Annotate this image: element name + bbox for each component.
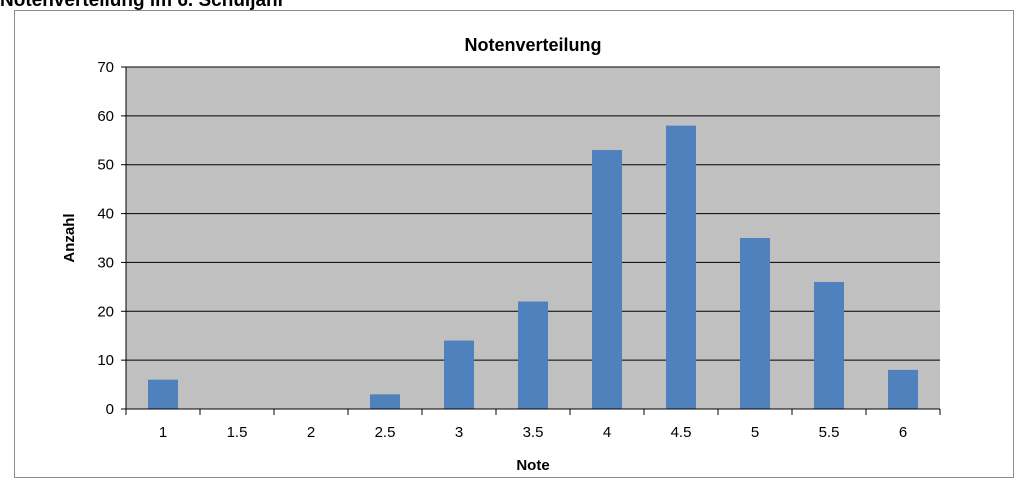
x-tick-label-2: 2 [307, 424, 315, 441]
bar-5 [740, 238, 770, 409]
y-tick-label-30: 30 [97, 254, 114, 271]
x-tick-label-1: 1 [159, 424, 167, 441]
cut-off-heading: Notenverteilung im 6. Schuljahr [0, 0, 286, 11]
x-tick-label-3: 3 [455, 424, 463, 441]
x-axis-title: Note [516, 457, 549, 474]
x-tick-label-5.5: 5.5 [819, 424, 840, 441]
y-tick-label-70: 70 [97, 59, 114, 76]
y-tick-labels: 0 10 20 30 40 50 60 70 [97, 59, 114, 418]
x-tick-label-6: 6 [899, 424, 907, 441]
bar-1 [148, 379, 178, 409]
x-tick-label-4: 4 [603, 424, 611, 441]
chart-title: Notenverteilung [464, 35, 601, 55]
bar-4.5 [666, 125, 696, 409]
bar-3 [444, 340, 474, 409]
bar-6 [888, 369, 918, 409]
y-axis-title: Anzahl [61, 213, 78, 262]
bar-3.5 [518, 301, 548, 409]
x-tick-label-5: 5 [751, 424, 759, 441]
x-tick-labels: 1 1.5 2 2.5 3 3.5 4 4.5 5 5.5 6 [159, 424, 907, 441]
bar-2.5 [370, 394, 400, 409]
y-tick-label-0: 0 [106, 401, 114, 418]
bars [148, 125, 918, 410]
bar-5.5 [814, 281, 844, 409]
x-tick-label-1.5: 1.5 [227, 424, 248, 441]
y-tick-label-50: 50 [97, 157, 114, 174]
y-tick-label-10: 10 [97, 352, 114, 369]
x-tick-label-2.5: 2.5 [375, 424, 396, 441]
axes [125, 67, 941, 415]
x-tick-label-4.5: 4.5 [671, 424, 692, 441]
y-tick-label-60: 60 [97, 108, 114, 125]
bar-4 [592, 150, 622, 410]
x-tick-label-3.5: 3.5 [523, 424, 544, 441]
y-tick-label-40: 40 [97, 206, 114, 223]
y-tick-label-20: 20 [97, 303, 114, 320]
